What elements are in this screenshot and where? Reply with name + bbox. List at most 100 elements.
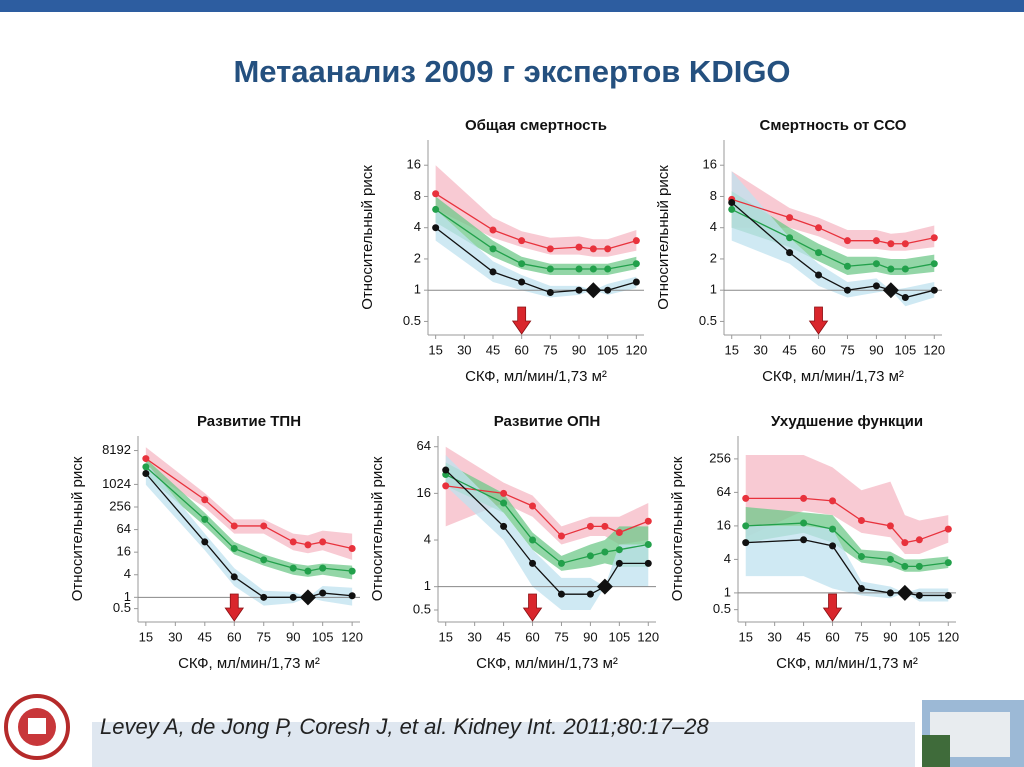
reference-point <box>585 282 602 299</box>
data-point <box>319 589 327 597</box>
data-point <box>728 198 736 206</box>
data-point <box>901 294 909 302</box>
data-point <box>887 265 895 273</box>
data-point <box>518 237 526 245</box>
y-axis-label: Относительный риск <box>369 456 386 601</box>
data-point <box>601 522 609 530</box>
x-tick-label: 30 <box>767 629 781 644</box>
data-point <box>829 542 837 550</box>
data-point <box>915 591 923 599</box>
x-axis-label: СКФ, мл/мин/1,73 м² <box>776 655 918 672</box>
chart-title: Развитие ТПН <box>197 413 301 430</box>
data-point <box>800 536 808 544</box>
data-point <box>944 591 952 599</box>
data-point <box>786 234 794 242</box>
data-point <box>442 466 450 474</box>
confidence-band <box>145 447 353 560</box>
x-tick-label: 45 <box>496 629 510 644</box>
x-tick-label: 75 <box>257 629 271 644</box>
data-point <box>944 525 952 533</box>
x-tick-label: 120 <box>937 629 959 644</box>
data-point <box>930 286 938 294</box>
data-point <box>348 567 356 575</box>
data-point <box>601 548 609 556</box>
building-photo <box>922 700 1024 767</box>
data-point <box>500 499 508 507</box>
x-tick-label: 90 <box>286 629 300 644</box>
data-point <box>500 489 508 497</box>
x-tick-label: 15 <box>438 629 452 644</box>
x-tick-label: 45 <box>486 342 500 357</box>
data-point <box>815 271 823 279</box>
slide-title: Метаанализ 2009 г экспертов KDIGO <box>233 54 790 89</box>
data-point <box>786 214 794 222</box>
data-point <box>604 245 612 253</box>
data-point <box>289 538 297 546</box>
x-axis-label: СКФ, мл/мин/1,73 м² <box>178 655 320 672</box>
x-tick-label: 105 <box>597 342 619 357</box>
data-point <box>586 552 594 560</box>
y-tick-label: 4 <box>424 531 431 546</box>
data-point <box>260 556 268 564</box>
data-point <box>742 494 750 502</box>
x-tick-label: 105 <box>894 342 916 357</box>
x-tick-label: 105 <box>608 629 630 644</box>
data-point <box>230 545 238 553</box>
data-point <box>442 482 450 490</box>
y-tick-label: 4 <box>710 219 717 234</box>
y-tick-label: 1 <box>124 589 131 604</box>
chart-title: Ухудшение функции <box>771 413 923 430</box>
x-tick-label: 105 <box>312 629 334 644</box>
data-point <box>557 532 565 540</box>
data-point <box>575 286 583 294</box>
data-point <box>586 590 594 598</box>
data-point <box>230 573 238 581</box>
data-point <box>786 249 794 257</box>
x-tick-label: 105 <box>908 629 930 644</box>
x-tick-label: 15 <box>738 629 752 644</box>
data-point <box>815 249 823 257</box>
data-point <box>348 545 356 553</box>
y-tick-label: 4 <box>724 551 731 566</box>
data-point <box>586 522 594 530</box>
data-point <box>930 234 938 242</box>
chart-title: Развитие ОПН <box>494 413 601 430</box>
citation-box <box>92 722 915 767</box>
data-point <box>829 497 837 505</box>
reference-point <box>596 578 613 595</box>
y-tick-label: 64 <box>417 438 431 453</box>
y-axis-label: Относительный риск <box>655 165 672 310</box>
y-tick-label: 0.5 <box>413 601 431 616</box>
y-tick-label: 1 <box>724 584 731 599</box>
data-point <box>886 555 894 563</box>
data-point <box>289 593 297 601</box>
data-point <box>886 589 894 597</box>
chart: Ухудшение функции СКФ, мл/мин/1,73 м² Отно… <box>669 413 959 672</box>
data-point <box>348 592 356 600</box>
data-point <box>843 262 851 270</box>
x-tick-label: 60 <box>825 629 839 644</box>
y-axis-label: Относительный риск <box>359 165 376 310</box>
x-tick-label: 30 <box>467 629 481 644</box>
data-point <box>500 522 508 530</box>
data-point <box>518 278 526 286</box>
x-tick-label: 120 <box>637 629 659 644</box>
confidence-band <box>445 462 649 571</box>
data-point <box>930 260 938 268</box>
citation: Levey A, de Jong P, Coresh J, et al. Kid… <box>100 714 709 739</box>
data-point <box>644 559 652 567</box>
y-tick-label: 2 <box>710 250 717 265</box>
y-tick-label: 1 <box>710 282 717 297</box>
data-point <box>518 260 526 268</box>
data-point <box>857 517 865 525</box>
x-tick-label: 90 <box>572 342 586 357</box>
data-point <box>589 265 597 273</box>
data-point <box>944 559 952 567</box>
data-point <box>546 265 554 273</box>
y-tick-label: 16 <box>717 517 731 532</box>
confidence-band <box>435 209 637 298</box>
data-point <box>632 237 640 245</box>
confidence-band <box>745 455 949 555</box>
x-tick-label: 75 <box>854 629 868 644</box>
y-axis-label: Относительный риск <box>69 456 86 601</box>
